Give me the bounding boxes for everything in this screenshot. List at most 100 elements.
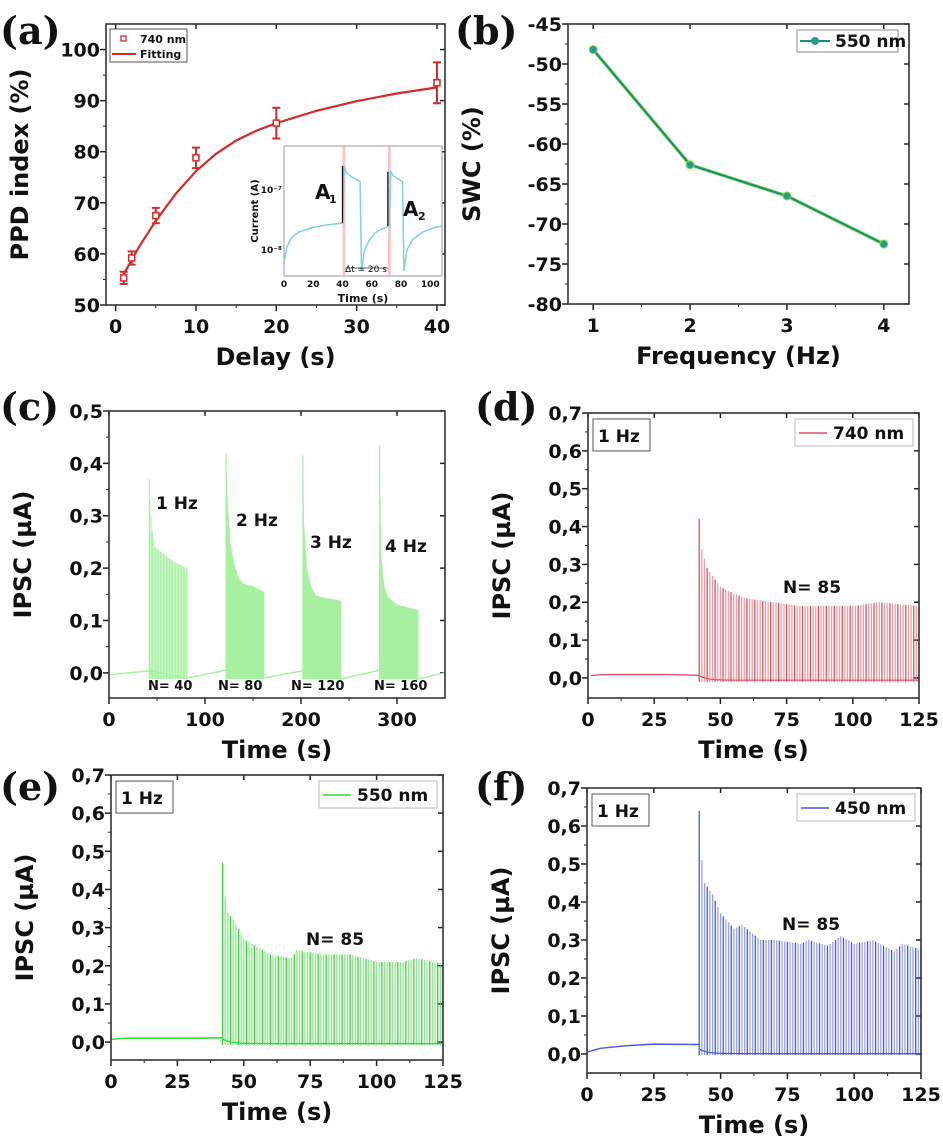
y-tick-label: 100 (60, 40, 100, 62)
y-axis-title: IPSC (µA) (488, 492, 516, 620)
annotation-a2: A (403, 197, 419, 221)
x-tick-label: 20 (263, 316, 289, 338)
legend: 740 nm Fitting (109, 28, 188, 63)
panel-c: (c) 0 100 200 300 0,0 0,1 0,2 0,3 0,4 0,5 Time (s) I… (0, 384, 446, 764)
pulse-train (698, 810, 922, 1056)
baseline-current (586, 1043, 700, 1053)
panel-d: (d) 0 25 50 75 100 125 0,0 0,1 0,2 0,3 0,4 0,5 0,6 0,7… (475, 384, 939, 764)
plot-area (108, 445, 446, 680)
annotation-a2-subscript: 2 (418, 210, 426, 223)
pulse-train (148, 479, 188, 680)
x-tick-label: 50 (707, 1084, 733, 1106)
y-tick-label: 0,6 (547, 816, 581, 838)
x-tick-label: 125 (901, 1084, 941, 1106)
plot-frame (586, 787, 922, 1074)
frequency-box: 1 Hz (591, 793, 650, 827)
y-tick-label: 0,5 (71, 841, 105, 863)
frequency-label: 1 Hz (597, 802, 639, 822)
x-axis-title: Delay (s) (215, 343, 335, 371)
panel-b: (b) 1 2 3 4 -80 -75 -70 -65 -60 -55 -50 -45 Frequency… (455, 8, 910, 370)
y-tick-label: 0,0 (71, 1032, 105, 1054)
pulse-train (225, 452, 265, 680)
frequency-annotation: 3 Hz (310, 533, 352, 553)
pulse-count-annotation: N= 85 (783, 578, 841, 598)
y-tick-label: 0,4 (548, 517, 582, 539)
legend-label: 550 nm (835, 32, 906, 52)
y-axis-title: IPSC (µA) (487, 867, 515, 995)
y-tick-label: -50 (528, 54, 562, 76)
pulse-trough (698, 1048, 921, 1055)
frequency-annotation: 1 Hz (156, 494, 198, 514)
y-tick-label: 0,3 (69, 506, 103, 528)
x-tick-label: 200 (281, 709, 321, 731)
y-tick-label: 0,3 (548, 554, 582, 576)
pulse-count-annotation: N= 120 (291, 679, 344, 694)
pulse-count-annotation: N= 80 (218, 679, 262, 694)
panel-label: (e) (0, 764, 60, 809)
y-tick-label: 0,2 (548, 592, 582, 614)
x-tick-label: 50 (707, 709, 733, 731)
inset-x-tick-label: 40 (336, 280, 349, 290)
y-axis-title: SWC (%) (458, 106, 486, 222)
panel-label: (b) (455, 8, 518, 53)
y-tick-label: 90 (74, 91, 100, 113)
light-pulse-marker (342, 146, 346, 276)
panel-f: (f) 0 25 50 75 100 125 0,0 0,1 0,2 0,3 0,4 0,5 0,6 0,7… (475, 764, 941, 1136)
x-tick-label: 50 (231, 1071, 257, 1093)
y-tick-label: 0,4 (69, 453, 103, 475)
x-tick-label: 25 (641, 1084, 667, 1106)
data-point (588, 45, 598, 55)
y-axis-title: IPSC (µA) (11, 854, 39, 982)
pulse-train (302, 455, 342, 680)
axis-ticks: 0 100 200 300 0,0 0,1 0,2 0,3 0,4 0,5 (69, 401, 445, 731)
legend-label: 740 nm (833, 424, 904, 444)
legend-marker (811, 37, 819, 45)
x-tick-label: 300 (377, 709, 417, 731)
y-tick-label: 0,6 (548, 441, 582, 463)
frequency-annotation: 2 Hz (236, 511, 278, 531)
y-axis-title: PPD index (%) (6, 68, 34, 260)
legend: 740 nm (794, 418, 914, 447)
pulse-trough (379, 670, 418, 678)
x-tick-label: 25 (641, 709, 667, 731)
inset-chart: 0 20 40 60 80 100 10⁻⁸ 10⁻⁷ Time (s) Current (A) A… (250, 145, 443, 305)
y-tick-label: -75 (528, 254, 562, 276)
fitting-line (122, 86, 438, 275)
x-tick-label: 0 (102, 709, 115, 731)
y-tick-label: -65 (528, 174, 562, 196)
inset-y-tick-label: 10⁻⁷ (261, 186, 282, 196)
x-axis-title: Time (s) (222, 1098, 332, 1126)
x-tick-label: 1 (587, 315, 600, 337)
pulse-trough (698, 675, 919, 681)
legend-label: 550 nm (357, 786, 428, 806)
frequency-box: 1 Hz (115, 780, 174, 814)
x-tick-label: 100 (834, 1084, 874, 1106)
x-tick-label: 75 (297, 1071, 323, 1093)
x-axis-title: Time (s) (222, 736, 332, 764)
panel-e: (e) 0 25 50 75 100 125 0,0 0,1 0,2 0,3 0,4 0,5 0,6 0,7… (0, 764, 463, 1126)
plot-area (588, 45, 889, 249)
pulse-count-annotation: N= 85 (782, 915, 840, 935)
y-tick-label: 0,6 (71, 803, 105, 825)
plot-frame (567, 23, 910, 305)
x-tick-label: 100 (833, 709, 873, 731)
x-tick-label: 25 (164, 1071, 190, 1093)
pulse-trough (302, 670, 341, 678)
x-tick-label: 125 (423, 1071, 463, 1093)
data-point (272, 119, 281, 127)
data-point (127, 254, 136, 262)
y-tick-label: 80 (74, 142, 100, 164)
baseline-current (590, 673, 700, 677)
inset-x-title: Time (s) (338, 292, 389, 305)
y-tick-label: 0,0 (547, 1044, 581, 1066)
y-axis-title: IPSC (µA) (9, 491, 37, 619)
pulse-trough (148, 670, 187, 678)
y-tick-label: 0,2 (71, 956, 105, 978)
x-tick-label: 4 (877, 315, 890, 337)
series-line (592, 48, 885, 245)
y-tick-label: 0,1 (69, 610, 103, 632)
panel-label: (d) (475, 384, 538, 429)
data-point (685, 160, 695, 170)
